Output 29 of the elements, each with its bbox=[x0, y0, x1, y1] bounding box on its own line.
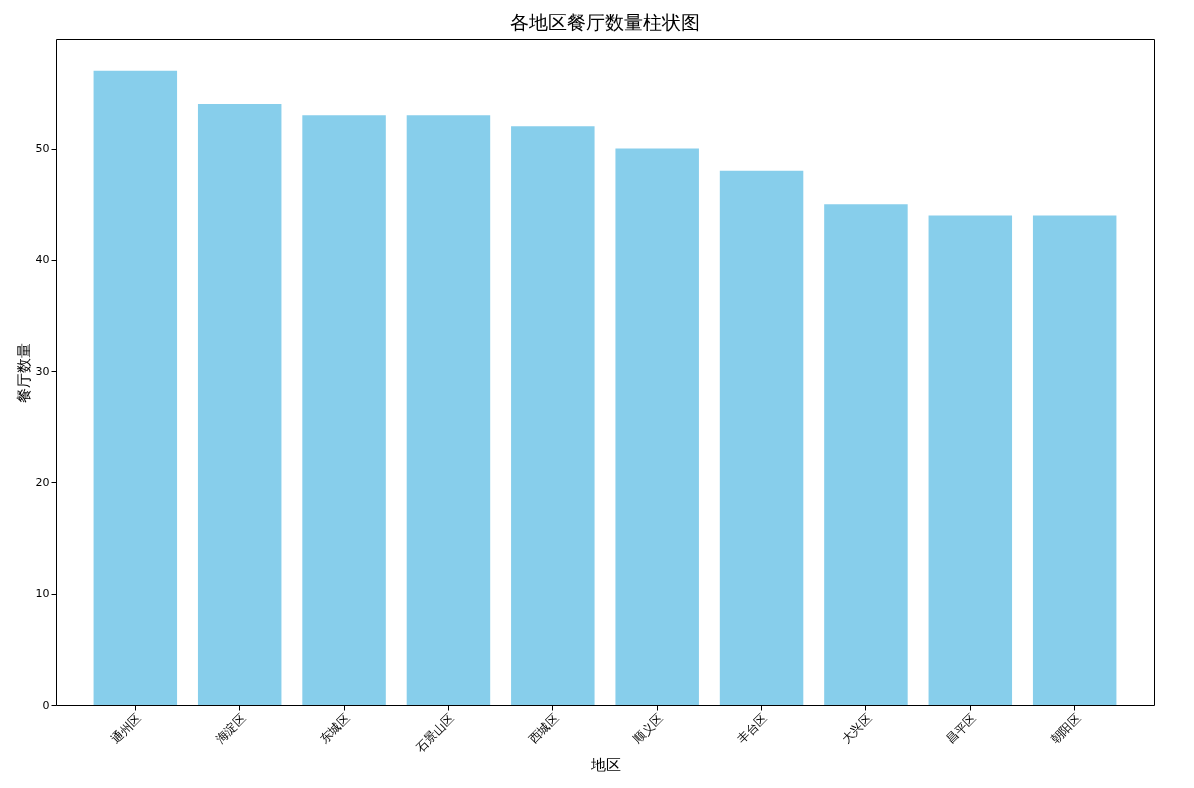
bar bbox=[1032, 215, 1117, 705]
x-tick-label: 朝阳区 bbox=[1047, 711, 1084, 747]
bar bbox=[197, 104, 282, 705]
y-tick-label: 30 bbox=[35, 364, 50, 378]
x-tick-label: 石景山区 bbox=[413, 711, 457, 755]
x-tick-label: 丰台区 bbox=[734, 711, 771, 747]
x-tick-label: 海淀区 bbox=[212, 711, 249, 747]
x-tick-label: 大兴区 bbox=[839, 711, 875, 747]
bar bbox=[719, 170, 804, 705]
x-tick-label: 通州区 bbox=[108, 711, 144, 747]
bar bbox=[93, 70, 178, 705]
y-tick-label: 0 bbox=[42, 698, 50, 712]
bar bbox=[406, 115, 491, 705]
y-tick-label: 50 bbox=[35, 142, 50, 156]
y-tick-label: 40 bbox=[35, 253, 50, 267]
x-tick-label: 东城区 bbox=[317, 711, 353, 747]
y-tick-label: 10 bbox=[35, 587, 50, 601]
x-tick-label: 西城区 bbox=[525, 711, 562, 747]
x-tick-label: 昌平区 bbox=[943, 711, 979, 747]
y-axis-title: 餐厅数量 bbox=[14, 342, 33, 403]
bar bbox=[511, 126, 595, 705]
chart-title: 各地区餐厅数量柱状图 bbox=[510, 11, 700, 33]
x-tick-label: 顺义区 bbox=[630, 711, 666, 747]
bar bbox=[302, 115, 386, 705]
x-axis-title: 地区 bbox=[589, 756, 621, 775]
bar bbox=[928, 215, 1013, 705]
bar bbox=[615, 148, 699, 705]
bar bbox=[824, 204, 908, 705]
y-tick-label: 20 bbox=[35, 475, 50, 489]
